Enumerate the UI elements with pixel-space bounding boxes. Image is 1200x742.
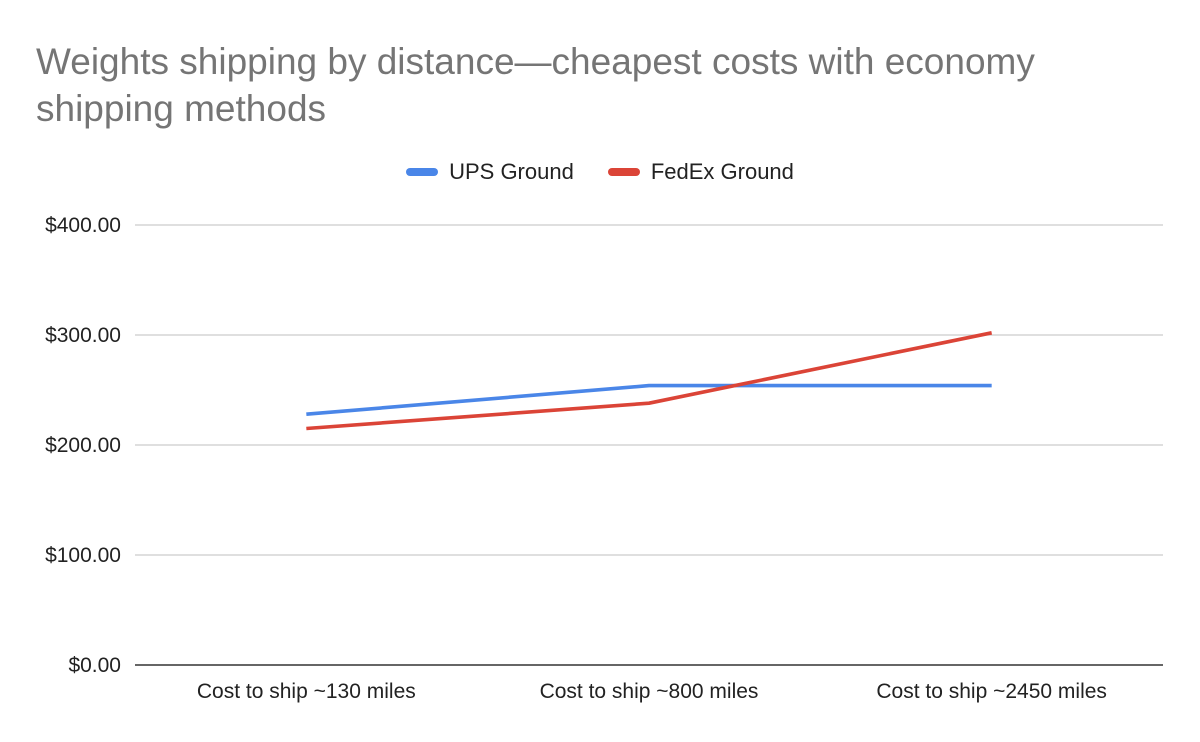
y-axis-labels: $0.00 $100.00 $200.00 $300.00 $400.00: [45, 214, 121, 677]
gridlines: [135, 224, 1163, 666]
series-line-ups-ground[interactable]: [306, 383, 992, 416]
legend-swatch-ups: [406, 168, 439, 176]
y-tick-label: $400.00: [45, 214, 121, 237]
x-axis-labels: Cost to ship ~130 miles Cost to ship ~800…: [197, 680, 1107, 703]
chart-title: Weights shipping by distance—cheapest co…: [36, 41, 1035, 129]
legend: UPS Ground FedEx Ground: [0, 158, 1200, 186]
series-line-fedex-ground[interactable]: [306, 331, 993, 431]
legend-item-fedex[interactable]: FedEx Ground: [607, 158, 794, 186]
x-tick-label: Cost to ship ~2450 miles: [876, 680, 1107, 703]
y-tick-label: $0.00: [68, 654, 121, 677]
x-tick-label: Cost to ship ~800 miles: [540, 680, 759, 703]
x-tick-label: Cost to ship ~130 miles: [197, 680, 416, 703]
series-lines: [306, 331, 993, 431]
legend-label-ups: UPS Ground: [449, 159, 574, 184]
y-tick-label: $200.00: [45, 434, 121, 457]
y-tick-label: $100.00: [45, 544, 121, 567]
legend-item-ups[interactable]: UPS Ground: [406, 158, 574, 186]
legend-label-fedex: FedEx Ground: [650, 159, 794, 184]
legend-swatch-fedex: [607, 168, 640, 176]
y-tick-label: $300.00: [45, 324, 121, 347]
